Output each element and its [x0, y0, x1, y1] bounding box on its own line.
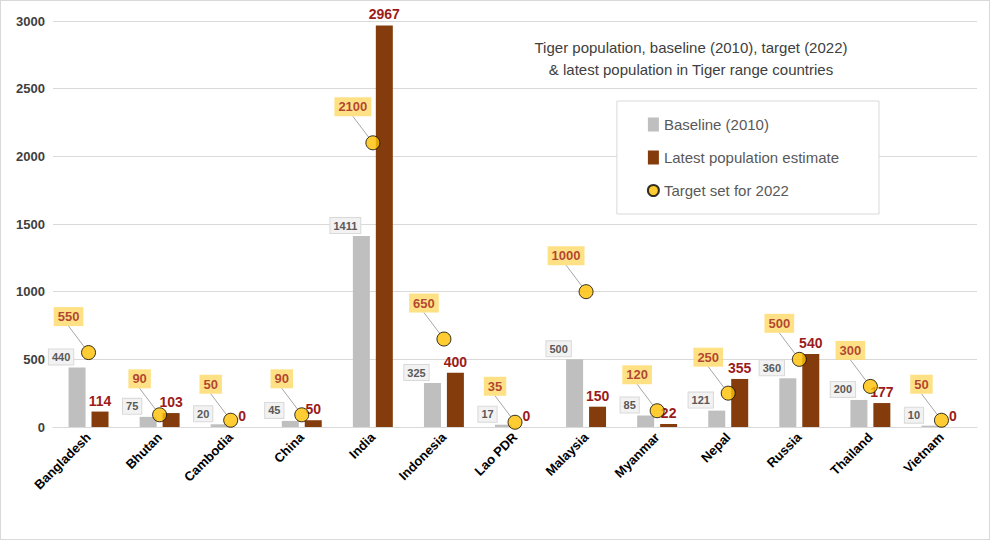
svg-text:2500: 2500	[16, 81, 45, 96]
svg-text:0: 0	[238, 408, 246, 424]
svg-text:Thailand: Thailand	[827, 430, 875, 478]
svg-text:20: 20	[197, 408, 209, 420]
svg-text:22: 22	[660, 405, 677, 421]
svg-text:3000: 3000	[16, 14, 45, 29]
svg-text:Cambodia: Cambodia	[181, 429, 237, 485]
svg-text:Nepal: Nepal	[698, 430, 734, 466]
svg-text:Target set for 2022: Target set for 2022	[664, 182, 789, 199]
svg-text:300: 300	[840, 343, 862, 358]
svg-text:325: 325	[407, 367, 425, 379]
svg-text:Malaysia: Malaysia	[542, 429, 591, 478]
svg-text:Lao PDR: Lao PDR	[471, 429, 520, 478]
svg-text:1500: 1500	[16, 217, 45, 232]
svg-text:120: 120	[626, 367, 648, 382]
svg-text:200: 200	[834, 383, 852, 395]
svg-text:355: 355	[728, 360, 752, 376]
svg-text:Tiger population, baseline (20: Tiger population, baseline (2010), targe…	[535, 39, 848, 56]
svg-text:400: 400	[444, 354, 468, 370]
svg-text:2967: 2967	[369, 6, 400, 22]
svg-text:& latest population in Tiger r: & latest population in Tiger range count…	[549, 61, 833, 78]
svg-text:440: 440	[52, 351, 70, 363]
svg-text:35: 35	[488, 379, 502, 394]
svg-text:75: 75	[126, 400, 138, 412]
svg-text:2100: 2100	[338, 99, 367, 114]
svg-text:540: 540	[799, 335, 823, 351]
svg-text:1000: 1000	[16, 284, 45, 299]
svg-text:Baseline (2010): Baseline (2010)	[664, 116, 769, 133]
svg-text:500: 500	[768, 316, 790, 331]
svg-text:150: 150	[586, 388, 610, 404]
svg-text:114: 114	[89, 393, 112, 409]
svg-text:Vietnam: Vietnam	[901, 430, 947, 476]
svg-text:177: 177	[870, 384, 894, 400]
svg-text:1000: 1000	[552, 248, 581, 263]
svg-text:0: 0	[38, 420, 45, 435]
svg-text:50: 50	[203, 377, 217, 392]
svg-text:0: 0	[949, 408, 957, 424]
svg-text:650: 650	[413, 296, 435, 311]
svg-text:Russia: Russia	[764, 429, 805, 470]
svg-text:90: 90	[275, 371, 289, 386]
svg-text:0: 0	[523, 408, 531, 424]
svg-text:500: 500	[549, 343, 567, 355]
svg-text:90: 90	[132, 371, 146, 386]
svg-text:1411: 1411	[333, 220, 357, 232]
svg-text:500: 500	[23, 352, 45, 367]
svg-text:85: 85	[624, 399, 636, 411]
svg-text:2000: 2000	[16, 149, 45, 164]
svg-text:Myanmar: Myanmar	[612, 430, 663, 481]
svg-text:103: 103	[159, 394, 183, 410]
svg-text:Latest population estimate: Latest population estimate	[664, 149, 839, 166]
svg-text:45: 45	[268, 404, 280, 416]
svg-text:50: 50	[914, 377, 928, 392]
svg-text:Indonesia: Indonesia	[396, 429, 450, 483]
svg-text:250: 250	[697, 350, 719, 365]
svg-text:India: India	[346, 429, 379, 462]
svg-text:550: 550	[58, 309, 80, 324]
svg-text:Bhutan: Bhutan	[123, 430, 165, 472]
svg-text:China: China	[271, 429, 308, 466]
svg-text:10: 10	[908, 409, 920, 421]
svg-text:121: 121	[692, 394, 710, 406]
svg-text:Bangladesh: Bangladesh	[31, 430, 94, 493]
svg-text:360: 360	[763, 362, 781, 374]
svg-text:50: 50	[305, 401, 321, 418]
svg-text:17: 17	[481, 408, 493, 420]
